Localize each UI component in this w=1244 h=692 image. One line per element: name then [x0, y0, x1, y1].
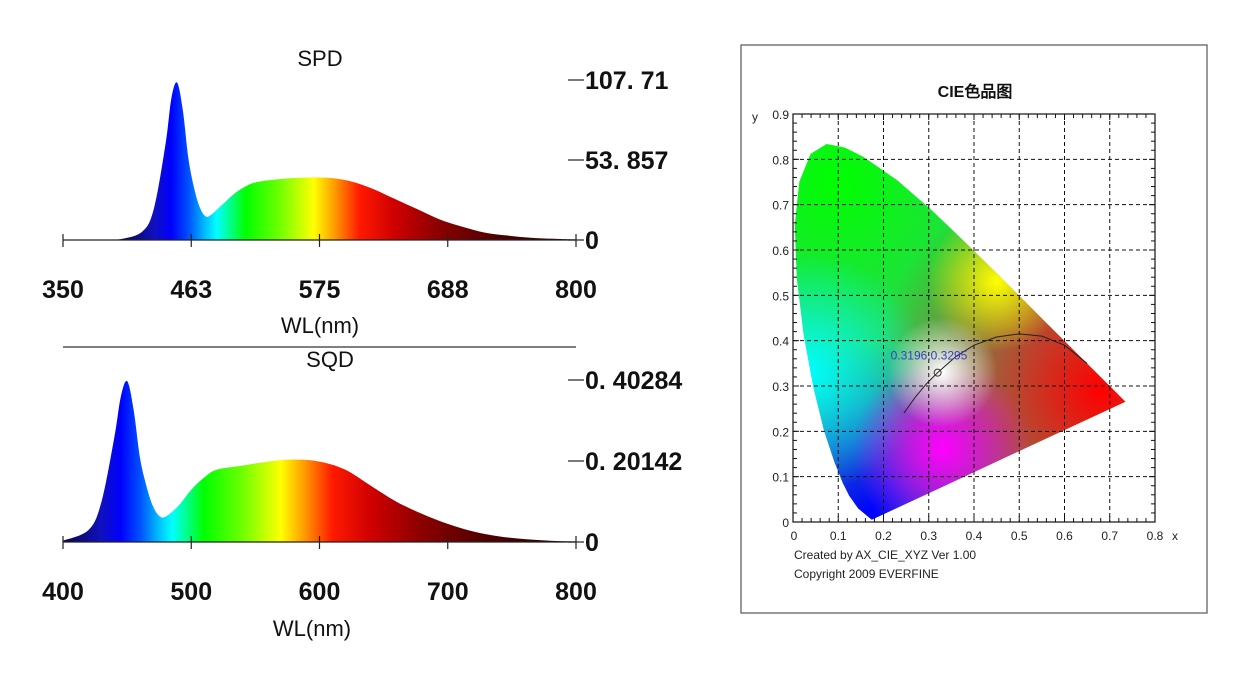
y-tick-label: 0.3 — [772, 380, 789, 394]
planckian-locus — [903, 333, 1088, 414]
y-tick-label: 0 — [782, 516, 789, 530]
y-tick-label: 107. 71 — [585, 67, 669, 95]
x-tick-label: 500 — [170, 578, 212, 606]
x-tick-label: 600 — [299, 578, 341, 606]
x-tick-label: 0.1 — [830, 529, 847, 543]
x-tick-label: 0 — [791, 529, 798, 543]
x-tick-label: 0.2 — [875, 529, 892, 543]
spectrum-area — [63, 82, 576, 240]
spectrum-area — [63, 380, 576, 542]
cie-footer-created: Created by AX_CIE_XYZ Ver 1.00 — [794, 548, 976, 562]
y-tick-label: 0.8 — [772, 153, 789, 167]
spd-title: SPD — [297, 46, 342, 71]
x-tick-label: 0.7 — [1101, 529, 1118, 543]
sqd-title: SQD — [306, 347, 354, 372]
x-tick-label: 0.8 — [1147, 529, 1164, 543]
x-tick-label: 350 — [42, 276, 84, 304]
y-tick-label: 0.6 — [772, 244, 789, 258]
x-tick-label: 0.5 — [1011, 529, 1028, 543]
spd-xlabel: WL(nm) — [281, 313, 359, 338]
cie-chart: CIE色品图 y x Created by AX_CIE_XYZ Ver 1.0… — [740, 44, 1208, 614]
cie-ylabel: y — [752, 110, 758, 124]
y-tick-label: 0. 40284 — [585, 367, 682, 395]
y-tick-label: 0 — [585, 529, 599, 557]
y-tick-label: 0.7 — [772, 199, 789, 213]
y-tick-label: 0.9 — [772, 108, 789, 122]
cie-xlabel: x — [1172, 529, 1178, 543]
point-label: 0.3196,0.3295 — [891, 349, 968, 363]
y-tick-label: 0 — [585, 227, 599, 255]
sqd-xlabel: WL(nm) — [273, 616, 351, 641]
y-tick-label: 53. 857 — [585, 147, 668, 175]
x-tick-label: 463 — [170, 276, 212, 304]
cie-footer-copyright: Copyright 2009 EVERFINE — [794, 567, 939, 581]
x-tick-label: 575 — [299, 276, 341, 304]
y-tick-label: 0. 20142 — [585, 448, 682, 476]
y-tick-label: 0.2 — [772, 425, 789, 439]
x-tick-label: 800 — [555, 578, 597, 606]
y-tick-label: 0.5 — [772, 289, 789, 303]
x-tick-label: 400 — [42, 578, 84, 606]
x-tick-label: 800 — [555, 276, 597, 304]
y-tick-label: 0.1 — [772, 471, 789, 485]
x-tick-label: 0.4 — [966, 529, 983, 543]
spd-chart: SPD WL(nm) 350 463 575 688 800 107. 71 53. 857… — [42, 46, 668, 338]
x-tick-label: 700 — [427, 578, 469, 606]
x-tick-label: 0.6 — [1056, 529, 1073, 543]
chromaticity-point — [933, 368, 942, 377]
cie-title: CIE色品图 — [938, 82, 1013, 101]
x-tick-label: 688 — [427, 276, 469, 304]
sqd-chart: SQD WL(nm) 400 500 600 700 800 0. 40284 0. 201… — [42, 347, 682, 641]
x-tick-label: 0.3 — [920, 529, 937, 543]
y-tick-label: 0.4 — [772, 335, 789, 349]
